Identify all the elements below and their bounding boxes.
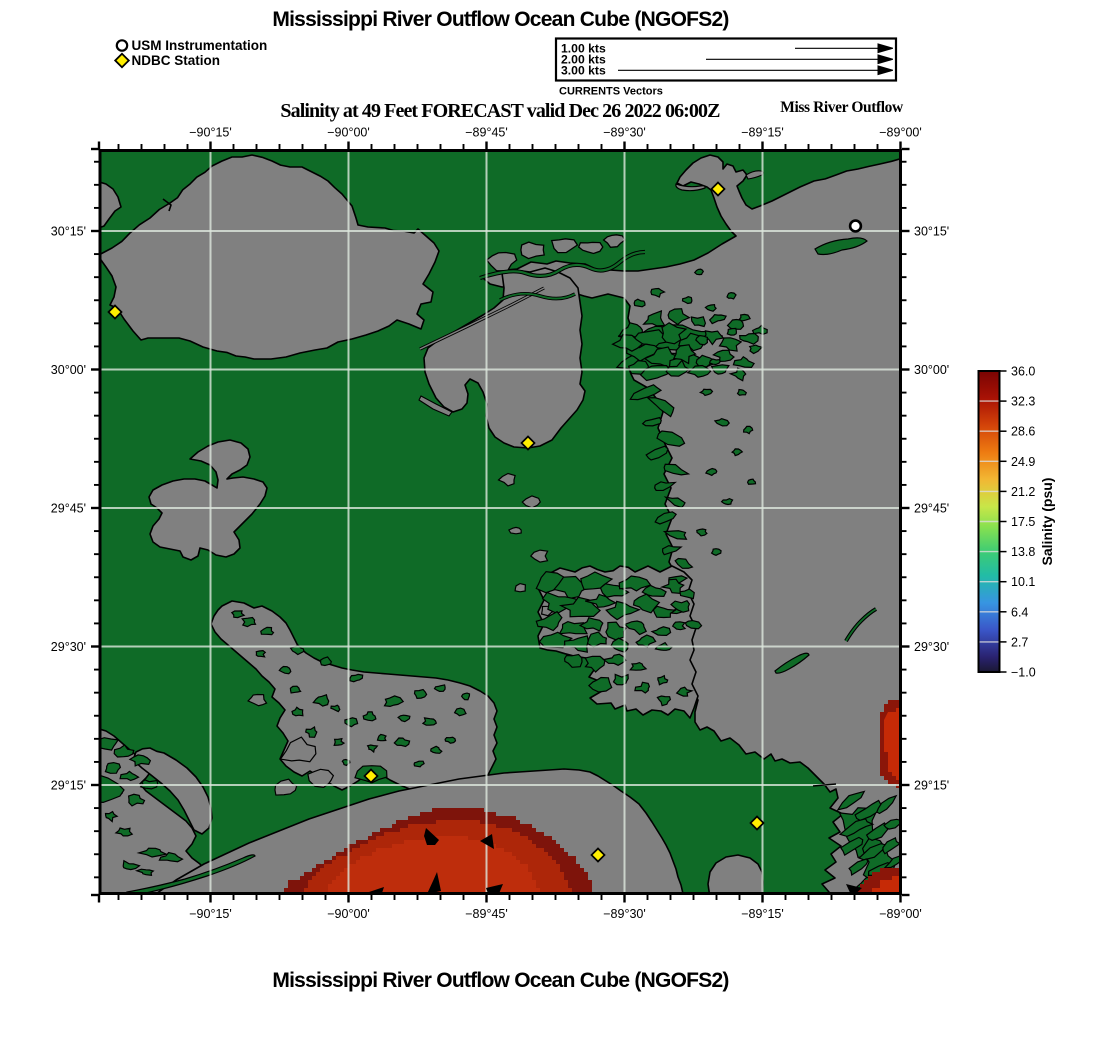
svg-text:29°45': 29°45' (914, 502, 949, 516)
svg-text:−89°00': −89°00' (879, 907, 922, 921)
svg-text:−90°15': −90°15' (189, 126, 232, 140)
svg-text:3.00 kts: 3.00 kts (561, 64, 606, 78)
svg-text:2.7: 2.7 (1011, 635, 1028, 649)
svg-text:NDBC Station: NDBC Station (132, 53, 221, 68)
svg-text:Salinity (psu): Salinity (psu) (1039, 478, 1055, 566)
svg-text:30°15': 30°15' (914, 225, 949, 239)
svg-text:−89°00': −89°00' (879, 126, 922, 140)
svg-text:6.4: 6.4 (1011, 605, 1028, 619)
svg-text:−89°30': −89°30' (603, 907, 646, 921)
svg-text:30°00': 30°00' (51, 363, 86, 377)
svg-text:29°45': 29°45' (51, 502, 86, 516)
svg-text:32.3: 32.3 (1011, 395, 1035, 409)
svg-text:Salinity at 49 Feet FORECAST v: Salinity at 49 Feet FORECAST valid Dec 2… (280, 100, 720, 122)
svg-text:−89°45': −89°45' (465, 907, 508, 921)
svg-text:−89°15': −89°15' (741, 126, 784, 140)
svg-text:−89°30': −89°30' (603, 126, 646, 140)
svg-text:29°30': 29°30' (51, 640, 86, 654)
svg-text:17.5: 17.5 (1011, 515, 1035, 529)
svg-text:−90°00': −90°00' (327, 126, 370, 140)
svg-text:CURRENTS Vectors: CURRENTS Vectors (559, 86, 663, 98)
svg-text:−90°15': −90°15' (189, 907, 232, 921)
svg-text:Mississippi River Outflow Ocea: Mississippi River Outflow Ocean Cube (NG… (272, 8, 728, 31)
svg-text:30°15': 30°15' (51, 225, 86, 239)
svg-text:30°00': 30°00' (914, 363, 949, 377)
svg-text:13.8: 13.8 (1011, 545, 1035, 559)
svg-text:28.6: 28.6 (1011, 425, 1035, 439)
svg-text:−89°45': −89°45' (465, 126, 508, 140)
svg-text:Mississippi River Outflow Ocea: Mississippi River Outflow Ocean Cube (NG… (272, 969, 728, 992)
svg-text:36.0: 36.0 (1011, 365, 1035, 379)
svg-text:1.00 kts: 1.00 kts (561, 42, 606, 56)
svg-text:29°15': 29°15' (51, 779, 86, 793)
svg-text:2.00 kts: 2.00 kts (561, 53, 606, 67)
svg-text:−90°00': −90°00' (327, 907, 370, 921)
svg-text:21.2: 21.2 (1011, 485, 1035, 499)
svg-text:29°15': 29°15' (914, 779, 949, 793)
svg-text:USM Instrumentation: USM Instrumentation (132, 38, 268, 53)
svg-text:24.9: 24.9 (1011, 455, 1035, 469)
svg-text:29°30': 29°30' (914, 640, 949, 654)
svg-text:−89°15': −89°15' (741, 907, 784, 921)
svg-text:−1.0: −1.0 (1011, 666, 1036, 680)
svg-text:Miss River Outflow: Miss River Outflow (780, 99, 904, 116)
svg-text:10.1: 10.1 (1011, 575, 1035, 589)
